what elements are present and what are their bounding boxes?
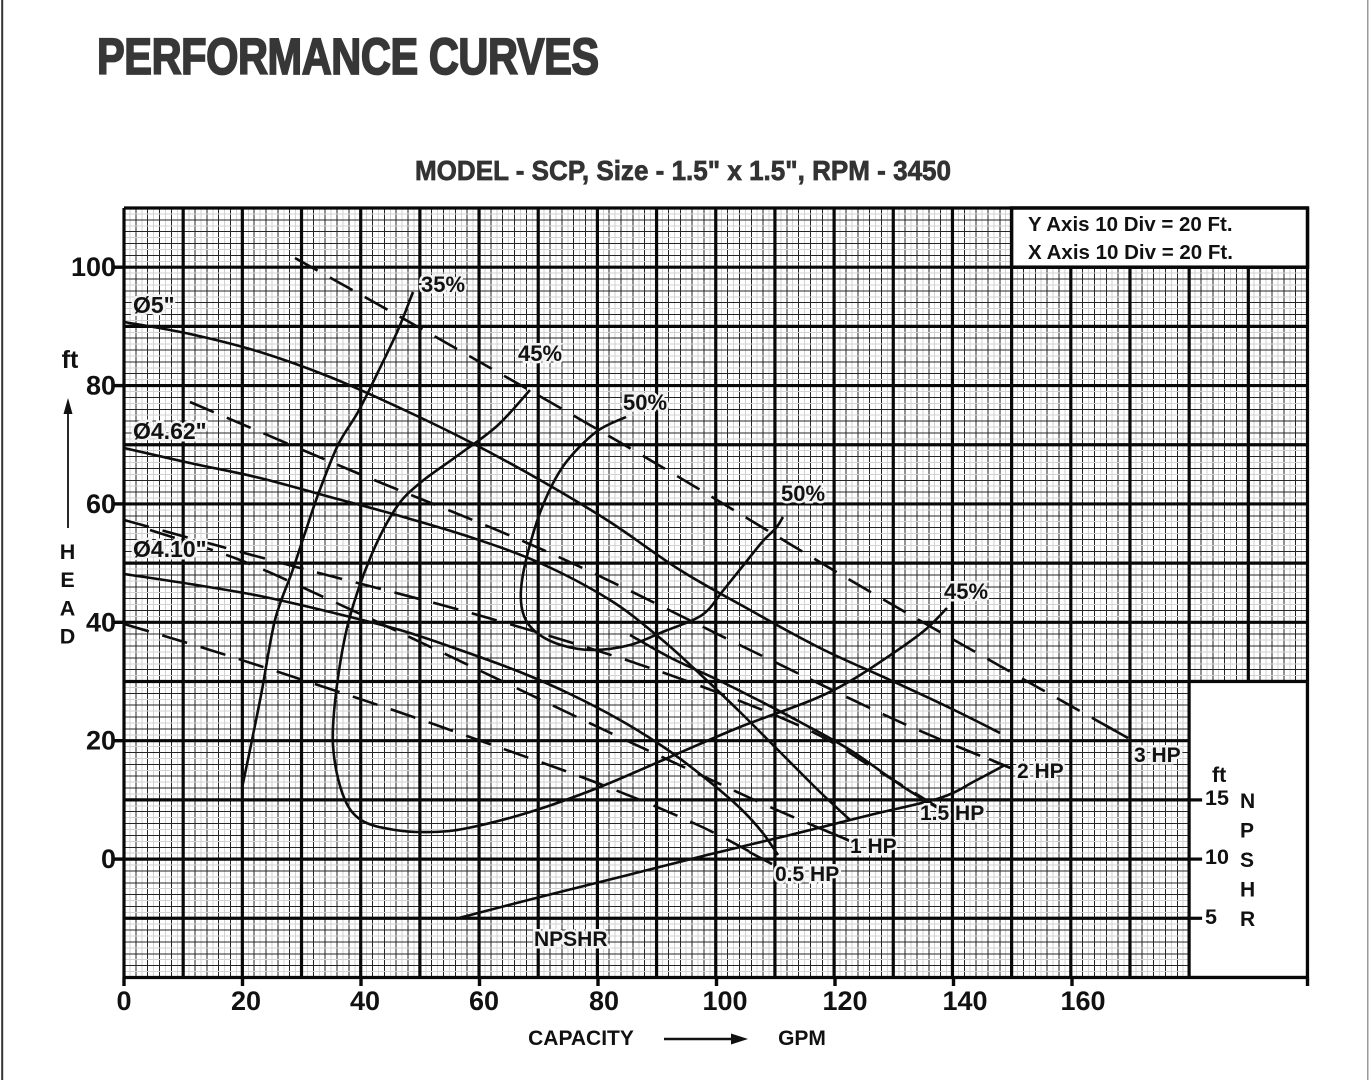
svg-text:1.5 HP: 1.5 HP	[920, 802, 984, 825]
svg-text:P: P	[1240, 820, 1254, 843]
svg-text:45%: 45%	[518, 341, 562, 366]
svg-text:40: 40	[86, 607, 116, 637]
svg-text:Ø5": Ø5"	[133, 292, 175, 318]
svg-text:10: 10	[1205, 845, 1229, 869]
svg-text:CAPACITY: CAPACITY	[528, 1027, 634, 1050]
svg-text:0: 0	[101, 844, 116, 874]
svg-text:0.5 HP: 0.5 HP	[775, 863, 839, 886]
svg-text:15: 15	[1205, 786, 1229, 810]
svg-text:NPSHR: NPSHR	[534, 928, 608, 951]
svg-text:5: 5	[1205, 905, 1217, 929]
svg-text:50%: 50%	[623, 390, 667, 415]
svg-text:Ø4.62": Ø4.62"	[133, 418, 207, 444]
svg-text:A: A	[60, 596, 76, 620]
svg-text:ft: ft	[1212, 763, 1226, 787]
svg-text:N: N	[1240, 790, 1255, 813]
svg-text:100: 100	[702, 986, 747, 1016]
svg-text:R: R	[1240, 908, 1255, 931]
svg-text:100: 100	[71, 252, 116, 282]
svg-text:1 HP: 1 HP	[850, 835, 897, 858]
svg-text:20: 20	[231, 986, 261, 1016]
svg-text:160: 160	[1060, 986, 1105, 1016]
svg-text:80: 80	[589, 986, 619, 1016]
svg-text:120: 120	[822, 986, 867, 1016]
svg-text:X Axis 10 Div = 20 Ft.: X Axis 10 Div = 20 Ft.	[1028, 241, 1233, 264]
svg-text:80: 80	[86, 371, 116, 401]
svg-text:E: E	[60, 568, 74, 592]
svg-text:3 HP: 3 HP	[1134, 744, 1181, 767]
svg-text:35%: 35%	[421, 272, 465, 297]
svg-text:140: 140	[942, 986, 987, 1016]
svg-text:20: 20	[86, 726, 116, 756]
svg-text:H: H	[60, 540, 76, 564]
svg-text:60: 60	[86, 489, 116, 519]
svg-text:2 HP: 2 HP	[1017, 760, 1064, 783]
svg-text:H: H	[1240, 879, 1255, 902]
svg-text:50%: 50%	[781, 481, 825, 506]
svg-text:0: 0	[116, 986, 131, 1016]
svg-text:Y Axis 10 Div = 20 Ft.: Y Axis 10 Div = 20 Ft.	[1028, 213, 1233, 236]
svg-text:S: S	[1240, 849, 1254, 872]
svg-text:GPM: GPM	[778, 1027, 826, 1050]
svg-text:Ø4.10": Ø4.10"	[133, 536, 207, 562]
svg-text:40: 40	[350, 986, 380, 1016]
svg-text:45%: 45%	[944, 579, 988, 604]
svg-text:D: D	[60, 625, 76, 649]
svg-text:ft: ft	[62, 346, 79, 374]
svg-text:60: 60	[469, 986, 499, 1016]
